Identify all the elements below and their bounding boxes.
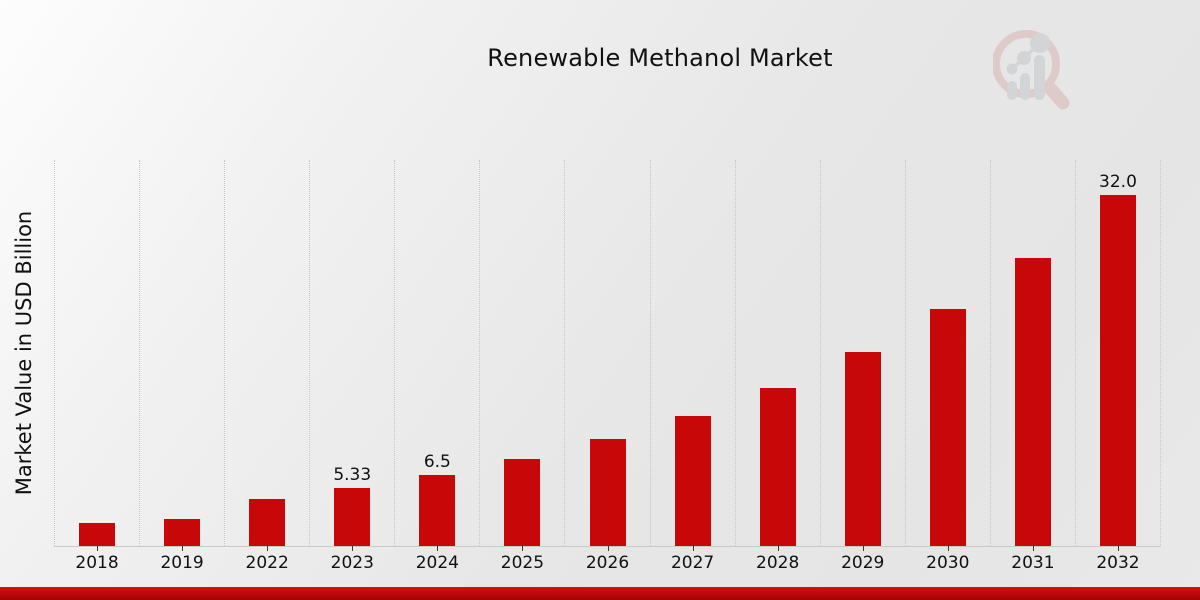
x-axis-tick [692,546,694,551]
x-axis-tick [947,546,949,551]
x-axis-tick [522,546,524,551]
bar-2027 [674,416,711,546]
x-axis-label-2030: 2030 [926,553,970,573]
grid-column-2023: 5.33 2023 [309,160,394,573]
x-axis-label-2032: 2032 [1096,553,1140,573]
bar-2029 [844,352,881,546]
x-axis-label-2025: 2025 [500,553,545,573]
x-axis-tick [182,546,184,551]
grid-column-2018: 2018 [54,160,139,573]
grid-column-2022: 2022 [224,160,309,573]
bar-2018 [79,523,116,546]
grid-column-2019: 2019 [139,160,224,573]
bar-2025 [504,459,541,546]
x-axis-label-2019: 2019 [160,553,204,573]
bar-2019 [164,519,201,546]
grid-column-2025: 2025 [479,160,564,573]
x-axis-tick [352,546,354,551]
bar-2028 [759,388,796,546]
y-axis-label: Market Value in USD Billion [12,210,36,496]
bar-2022 [249,499,286,546]
x-axis-label-2029: 2029 [841,553,885,573]
bar-2030 [929,309,966,546]
x-axis-tick [777,546,779,551]
x-axis-tick [1032,546,1034,551]
x-axis-label-2022: 2022 [245,553,289,573]
grid-column-2026: 2026 [564,160,649,573]
x-axis-label-2031: 2031 [1011,553,1055,573]
bar-2031 [1014,258,1051,546]
grid-column-2032: 32.0 2032 [1074,160,1160,573]
x-axis-label-2026: 2026 [585,553,630,573]
x-axis-tick [1117,546,1119,551]
x-axis-tick [97,546,99,551]
grid-column-2024: 6.5 2024 [394,160,479,573]
bar-value-label-2024: 6.5 [423,452,451,472]
bar-2032 [1099,195,1136,546]
x-axis-label-2023: 2023 [330,553,374,573]
x-axis-tick [267,546,269,551]
bar-2023 [334,488,371,546]
footer-accent-band [0,587,1200,600]
x-axis-tick [437,546,439,551]
grid-column-2028: 2028 [734,160,820,573]
bar-value-label-2032: 32.0 [1099,172,1137,192]
x-axis-tick [607,546,609,551]
x-axis-label-2018: 2018 [75,553,119,573]
bar-2024 [419,475,456,546]
chart-title: Renewable Methanol Market [487,44,833,72]
grid-column-2030: 2030 [904,160,990,573]
x-axis-label-2024: 2024 [415,553,459,573]
bar-value-label-2023: 5.33 [333,465,372,485]
grid-column-2027: 2027 [649,160,735,573]
x-axis-label-2027: 2027 [670,553,715,573]
grid-column-2029: 2029 [819,160,905,573]
plot-area: 2018 2019 2022 5.33 2023 6.5 2024 2025 2026 2027 2… [54,160,1161,573]
magnifier-bar-chart-icon [993,30,1070,110]
x-axis-tick [862,546,864,551]
x-axis-label-2028: 2028 [756,553,800,573]
grid-column-2031: 2031 [989,160,1075,573]
bar-2026 [589,439,626,546]
